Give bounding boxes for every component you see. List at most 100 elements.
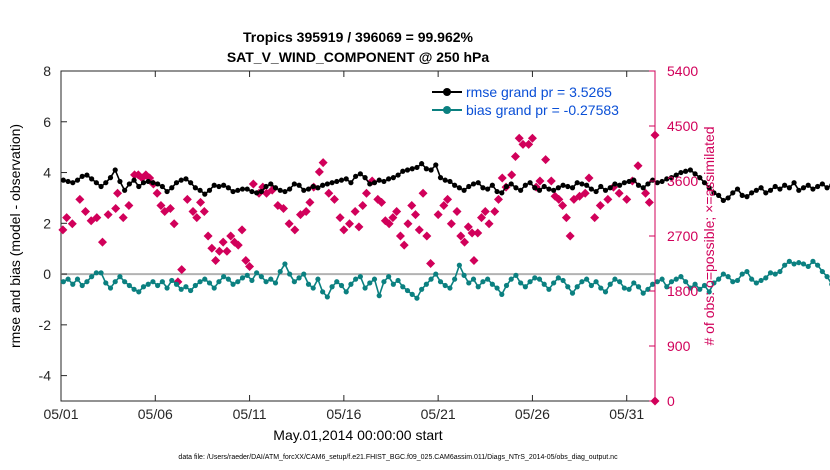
rmse-point — [687, 167, 693, 173]
rmse-point — [489, 182, 495, 188]
chart-title: Tropics 395919 / 396069 = 99.962% — [243, 29, 474, 45]
rmse-point — [470, 181, 477, 187]
bias-point — [60, 279, 66, 285]
bias-point — [650, 281, 656, 287]
bias-point — [343, 289, 349, 295]
bias-point — [315, 276, 321, 282]
bias-point — [239, 275, 246, 281]
bias-point — [626, 286, 632, 292]
rmse-point — [447, 178, 453, 185]
bias-point — [381, 279, 387, 285]
obs-point — [524, 139, 534, 149]
x-tick-label: 05/01 — [43, 406, 78, 422]
obs-point — [633, 161, 643, 171]
rmse-point — [122, 187, 128, 193]
rmse-point — [192, 185, 198, 191]
bias-point — [320, 289, 326, 295]
rmse-point — [749, 190, 755, 196]
rmse-point — [786, 185, 792, 191]
bias-point — [687, 285, 693, 291]
bias-point — [480, 279, 486, 285]
obs-point — [514, 133, 524, 143]
bias-point — [65, 276, 71, 282]
rmse-point — [536, 187, 543, 193]
y-left-tick-label: 2 — [43, 215, 51, 231]
obs-point — [399, 240, 409, 250]
rmse-point — [169, 185, 175, 191]
obs-point — [480, 207, 490, 217]
obs-point — [196, 197, 206, 207]
bias-point — [701, 282, 708, 289]
rmse-point — [348, 180, 354, 186]
obs-point — [324, 188, 334, 198]
obs-point — [418, 188, 428, 198]
bias-point — [268, 276, 274, 282]
bias-point — [173, 281, 180, 287]
rmse-point — [419, 161, 425, 167]
rmse-point — [235, 187, 241, 193]
obs-point — [248, 179, 258, 189]
rmse-point — [541, 183, 547, 190]
bias-point — [70, 281, 76, 287]
rmse-point — [206, 187, 213, 193]
bias-point — [588, 282, 594, 289]
obs-point — [314, 167, 324, 177]
rmse-point — [324, 181, 330, 187]
bias-point — [739, 271, 745, 277]
rmse-point — [164, 188, 170, 195]
legend: rmse grand pr = 3.5265 bias grand pr = -… — [428, 81, 653, 123]
rmse-point — [739, 192, 745, 198]
rmse-point — [480, 185, 486, 191]
rmse-point — [598, 183, 604, 190]
obs-point — [497, 173, 507, 183]
rmse-point — [159, 183, 165, 190]
bias-point — [565, 284, 571, 290]
bias-point — [442, 282, 448, 289]
rmse-point — [777, 186, 783, 192]
rmse-point — [414, 164, 420, 171]
obs-point — [339, 225, 349, 235]
x-tick-label: 05/26 — [515, 406, 550, 422]
y-axis-right: 0 900 1800 2700 3600 4500 5400 — [649, 63, 698, 409]
rmse-point — [404, 167, 411, 173]
obs-point — [345, 219, 355, 229]
bias-point — [749, 276, 755, 282]
rmse-point — [650, 177, 656, 183]
y-right-tick-label: 900 — [667, 338, 691, 354]
obs-point — [535, 176, 545, 186]
obs-point — [554, 194, 564, 204]
obs-point — [411, 210, 421, 220]
obs-point — [222, 246, 232, 256]
obs-point — [580, 188, 590, 198]
bias-point — [489, 281, 495, 287]
rmse-point — [173, 180, 180, 186]
bias-point — [136, 289, 142, 295]
rmse-point — [640, 185, 646, 191]
bias-point — [782, 262, 788, 268]
obs-point — [177, 265, 187, 275]
obs-point — [452, 207, 462, 217]
rmse-point — [376, 177, 382, 183]
rmse-point — [518, 187, 524, 193]
bias-point — [367, 280, 373, 286]
obs-point — [92, 213, 102, 223]
bias-point — [753, 280, 759, 286]
rmse-point — [452, 182, 458, 188]
rmse-point — [612, 181, 618, 187]
obs-point — [384, 219, 394, 229]
obs-point — [156, 200, 166, 210]
bias-point — [730, 279, 736, 285]
bias-point — [635, 284, 642, 290]
bias-point — [169, 277, 175, 284]
bias-point — [305, 281, 312, 287]
rmse-point — [692, 171, 698, 177]
rmse-point — [546, 186, 552, 192]
bias-point — [791, 261, 797, 267]
rmse-point — [565, 183, 571, 190]
rmse-point — [607, 185, 613, 191]
rmse-point — [183, 176, 189, 182]
rmse-point — [272, 185, 279, 191]
bias-point — [310, 285, 316, 291]
rmse-point — [560, 182, 566, 188]
y-axis-right-label: # of obs: o=possible; ×=assimilated — [701, 126, 717, 345]
